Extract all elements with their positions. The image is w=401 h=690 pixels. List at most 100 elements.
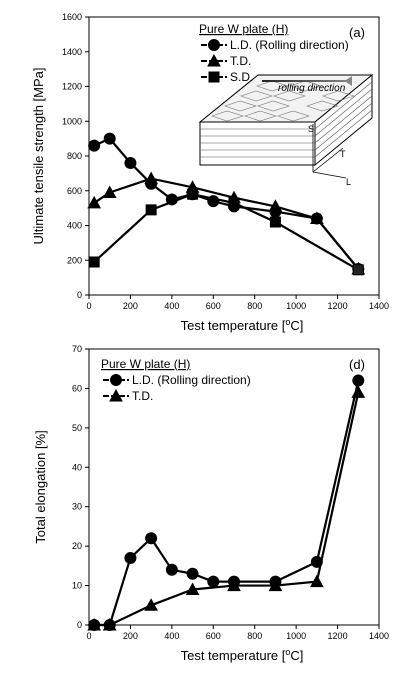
y-tick-label: 1200 [62, 82, 82, 92]
data-point [228, 197, 240, 209]
series-circle [88, 374, 365, 631]
data-point [207, 575, 220, 588]
plate-schematic: rolling direction S T L [198, 73, 374, 187]
x-tick-label: 1000 [286, 301, 306, 311]
x-tick-label: 1200 [328, 631, 348, 641]
plate-side-face [314, 73, 373, 167]
legend-marker [208, 71, 220, 83]
legend-title: Pure W plate (H) [101, 357, 190, 371]
legend-title: Pure W plate (H) [199, 22, 288, 36]
x-tick-label: 1200 [328, 301, 348, 311]
plot-frame [88, 348, 380, 626]
data-point [144, 598, 158, 611]
axes-triad [312, 124, 347, 179]
legend: Pure W plate (H) L.D. (Rolling direction)… [199, 22, 349, 84]
y-tick-label: 60 [72, 383, 82, 393]
x-tick-label: 1400 [369, 301, 389, 311]
legend: Pure W plate (H) L.D. (Rolling direction)… [101, 357, 251, 403]
data-point [352, 374, 365, 387]
data-point [351, 385, 366, 398]
y-tick-label: 1600 [62, 12, 82, 22]
y-tick-label: 1400 [62, 47, 82, 57]
data-point [102, 617, 117, 631]
plot-d: 0 200 400 600 800 1000 1200 1400 0 10 20 30 40 50 60 70… [33, 344, 389, 663]
y-tick-label: 800 [67, 151, 82, 161]
panel-label: (d) [349, 357, 365, 372]
data-point [227, 578, 241, 592]
legend-label: T.D. [132, 389, 153, 403]
triad-label-l: L [346, 177, 351, 187]
data-point [87, 195, 102, 209]
legend-item: S.D. [201, 70, 253, 84]
legend-item: T.D. [201, 53, 251, 68]
x-tick-label: 1000 [286, 631, 306, 641]
data-point [186, 567, 199, 580]
legend-item: L.D. (Rolling direction) [103, 373, 251, 387]
y-tick-label: 200 [67, 255, 82, 265]
data-point [185, 582, 200, 596]
data-point [165, 563, 178, 576]
legend-label: S.D. [230, 70, 253, 84]
y-tick-label: 0 [77, 620, 82, 630]
y-tick-label: 50 [72, 423, 82, 433]
legend-marker [207, 53, 221, 67]
plot-a: 0 200 400 600 800 1000 1200 1400 0 200 400 600 800 10… [31, 12, 389, 333]
data-point [268, 578, 283, 592]
x-tick-label: 600 [206, 301, 221, 311]
y-axis-label: Total elongation [%] [33, 430, 48, 543]
data-point [145, 532, 158, 545]
data-point [145, 204, 157, 216]
data-point [124, 551, 137, 564]
y-axis-label: Ultimate tensile strength [MPa] [31, 67, 46, 244]
x-axis-label: Test temperature [oC] [181, 317, 304, 333]
data-point [124, 156, 137, 169]
y-tick-label: 70 [72, 344, 82, 354]
triad-label-s: S [308, 124, 314, 134]
x-tick-label: 600 [206, 631, 221, 641]
data-point [87, 617, 102, 631]
y-tick-label: 1000 [62, 116, 82, 126]
legend-marker [110, 374, 122, 386]
series-line [93, 177, 360, 270]
series-line [94, 380, 360, 627]
plate-layer-lines [200, 81, 373, 158]
x-tick-label: 0 [86, 301, 91, 311]
x-tick-label: 1400 [369, 631, 389, 641]
x-tick-label: 200 [123, 301, 138, 311]
y-tick-label: 10 [72, 581, 82, 591]
data-point [269, 216, 281, 228]
series-triangle [87, 385, 366, 631]
data-point [88, 139, 101, 152]
x-tick-label: 800 [247, 631, 262, 641]
x-tick-label: 800 [247, 301, 262, 311]
x-tick-label: 400 [164, 631, 179, 641]
y-tick-label: 0 [77, 290, 82, 300]
data-point [310, 211, 324, 225]
data-point [103, 132, 116, 145]
grain-shapes [211, 80, 356, 122]
series-square [88, 188, 364, 276]
data-point [268, 199, 283, 212]
x-axis-label: Test temperature [oC] [181, 647, 304, 663]
data-point [352, 264, 364, 276]
legend-label: L.D. (Rolling direction) [230, 38, 349, 52]
plate-front-face [199, 121, 316, 166]
y-tick-label: 30 [72, 502, 82, 512]
x-tick-label: 200 [123, 631, 138, 641]
data-point [187, 188, 199, 200]
panel-label: (a) [349, 25, 365, 40]
y-tick-label: 20 [72, 541, 82, 551]
y-tick-label: 40 [72, 462, 82, 472]
y-tick-label: 600 [67, 186, 82, 196]
series-triangle [87, 171, 366, 275]
series-line [93, 193, 359, 271]
legend-label: T.D. [230, 54, 251, 68]
x-tick-label: 0 [86, 631, 91, 641]
legend-label: L.D. (Rolling direction) [132, 373, 251, 387]
legend-marker [208, 39, 220, 51]
x-tick-label: 400 [164, 301, 179, 311]
data-point [144, 171, 158, 185]
legend-item: L.D. (Rolling direction) [201, 38, 349, 52]
